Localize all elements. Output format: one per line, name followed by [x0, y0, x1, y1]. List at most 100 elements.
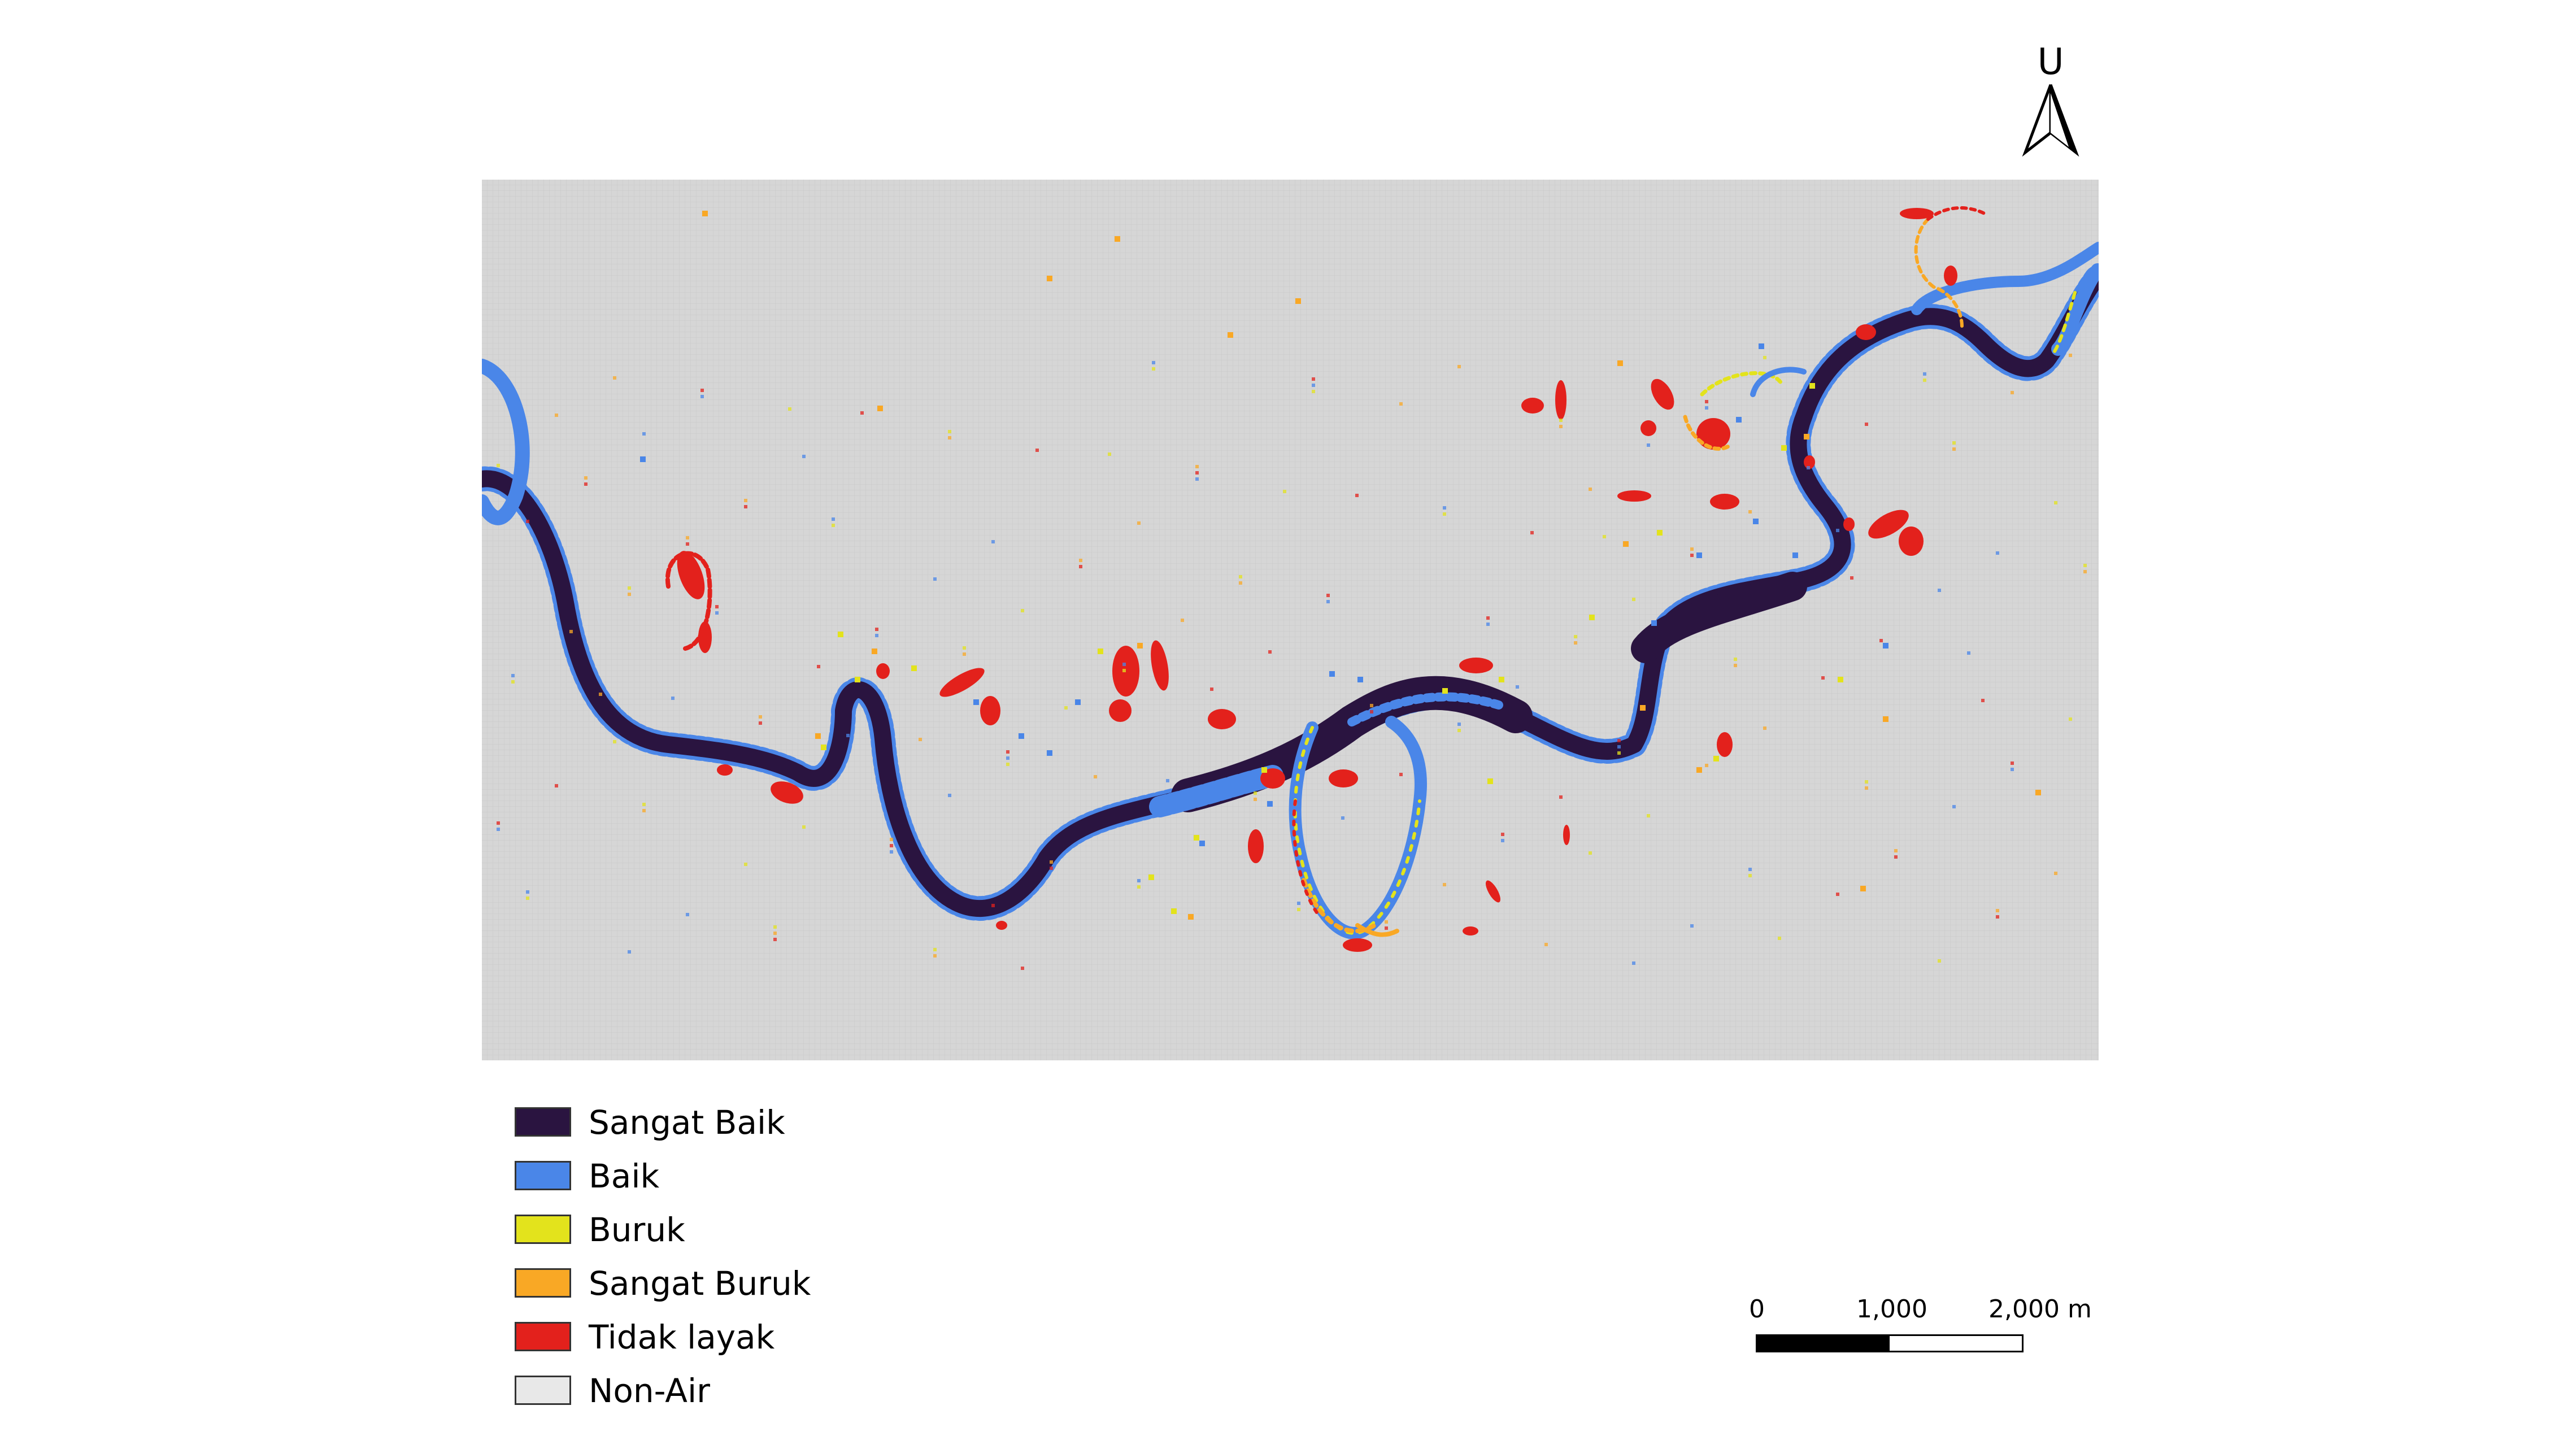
speckle-pixel — [1690, 547, 1694, 551]
quality-pixel — [702, 211, 708, 216]
speckle-pixel — [1748, 868, 1752, 871]
speckle-pixel — [948, 436, 951, 440]
speckle-pixel — [613, 740, 616, 743]
tidak-layak-patch — [1463, 926, 1478, 935]
speckle-pixel — [1938, 589, 1941, 592]
legend-swatch — [515, 1215, 571, 1244]
quality-pixel — [1736, 417, 1742, 423]
speckle-pixel — [1647, 814, 1650, 817]
speckle-pixel — [1894, 855, 1898, 859]
scale-bar-graphic — [1756, 1334, 2024, 1352]
quality-pixel — [1194, 835, 1199, 841]
speckle-pixel — [759, 715, 762, 719]
speckle-pixel — [1210, 687, 1213, 691]
speckle-pixel — [933, 954, 937, 958]
quality-pixel — [1148, 874, 1154, 880]
speckle-pixel — [802, 825, 806, 829]
speckle-pixel — [1385, 920, 1388, 924]
speckle-pixel — [511, 680, 515, 684]
tidak-layak-patch — [1856, 324, 1876, 340]
legend-label: Non-Air — [589, 1372, 710, 1410]
speckle-pixel — [1574, 641, 1577, 645]
speckle-pixel — [1006, 756, 1009, 760]
speckle-pixel — [817, 665, 820, 668]
speckle-pixel — [1457, 729, 1461, 732]
quality-pixel — [815, 733, 821, 739]
quality-pixel — [1098, 649, 1103, 654]
speckle-pixel — [686, 542, 689, 546]
speckle-pixel — [744, 505, 747, 508]
speckle-pixel — [1108, 452, 1111, 456]
quality-pixel — [1657, 530, 1663, 536]
legend-item: Sangat Baik — [512, 1100, 908, 1154]
quality-pixel — [1115, 236, 1120, 242]
speckle-pixel — [1967, 651, 1970, 655]
quality-pixel — [838, 632, 843, 637]
tidak-layak-patch — [939, 668, 985, 697]
speckle-pixel — [832, 517, 835, 521]
speckle-pixel — [526, 890, 529, 894]
speckle-pixel — [1763, 356, 1766, 359]
quality-pixel — [1199, 841, 1205, 846]
speckle-pixel — [1152, 367, 1155, 371]
speckle-pixel — [1734, 658, 1737, 661]
tidak-layak-patch — [677, 551, 705, 599]
ne-small-channel-baik — [1750, 367, 1807, 397]
speckle-pixel — [991, 904, 995, 907]
speckle-pixel — [1647, 443, 1650, 447]
north-letter: U — [2037, 41, 2064, 83]
quality-pixel — [1047, 276, 1052, 281]
legend-swatch — [515, 1322, 571, 1351]
speckle-pixel — [788, 407, 791, 411]
speckle-pixel — [1632, 961, 1635, 965]
tidak-layak-patch — [1563, 825, 1570, 845]
speckle-pixel — [1486, 616, 1490, 620]
speckle-pixel — [1050, 860, 1053, 864]
quality-pixel — [1883, 643, 1889, 649]
speckle-pixel — [773, 938, 777, 941]
speckle-pixel — [1850, 576, 1853, 580]
tidak-layak-patch — [1651, 378, 1674, 410]
speckle-pixel — [933, 577, 937, 581]
speckle-pixel — [1574, 635, 1577, 638]
tidak-layak-patch — [1486, 880, 1500, 903]
speckle-pixel — [584, 482, 588, 486]
speckle-pixel — [1254, 798, 1257, 801]
speckle-pixel — [1632, 598, 1635, 601]
speckle-pixel — [1952, 805, 1956, 808]
speckle-pixel — [948, 430, 951, 433]
speckle-pixel — [1457, 365, 1461, 368]
tidak-layak-patch — [1843, 517, 1855, 531]
speckle-pixel — [497, 828, 500, 831]
speckle-pixel — [1996, 915, 1999, 919]
speckle-pixel — [759, 721, 762, 725]
legend-label: Buruk — [589, 1211, 685, 1249]
speckle-pixel — [744, 499, 747, 502]
map-frame[interactable] — [482, 180, 2099, 1060]
quality-pixel — [1329, 671, 1335, 677]
legend-swatch — [515, 1268, 571, 1298]
speckle-pixel — [497, 464, 500, 467]
legend-swatch — [515, 1161, 571, 1190]
speckle-pixel — [511, 674, 515, 677]
speckle-pixel — [497, 821, 500, 825]
legend-item: Buruk — [512, 1208, 908, 1261]
speckle-pixel — [890, 838, 893, 841]
tidak-layak-patch — [1329, 769, 1358, 787]
legend-item: Non-Air — [512, 1369, 908, 1422]
speckle-pixel — [584, 476, 588, 480]
legend-item: Tidak layak — [512, 1315, 908, 1369]
speckle-pixel — [1603, 535, 1606, 538]
tidak-layak-patch — [1900, 208, 1934, 219]
speckle-pixel — [2083, 570, 2087, 573]
speckle-pixel — [1283, 490, 1286, 493]
oxbow-left-baik — [482, 359, 530, 525]
speckle-pixel — [1137, 879, 1141, 882]
legend-label: Sangat Buruk — [589, 1264, 811, 1303]
speckle-pixel — [1705, 400, 1708, 403]
speckle-pixel — [1865, 786, 1868, 790]
speckle-pixel — [642, 803, 646, 806]
river-map — [482, 180, 2099, 1060]
speckle-pixel — [1836, 893, 1839, 896]
quality-pixel — [1442, 688, 1448, 694]
